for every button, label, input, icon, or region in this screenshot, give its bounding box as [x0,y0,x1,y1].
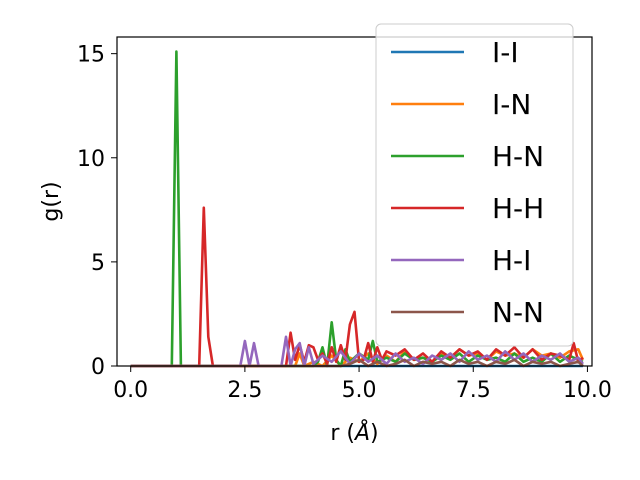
x-axis-ticks: 0.0 2.5 5.0 7.5 10.0 [113,366,612,403]
legend-label-h-h: H-H [492,192,544,225]
legend-label-n-n: N-N [492,296,544,329]
y-axis-ticks: 0 5 10 15 [77,43,117,380]
legend-label-i-n: I-N [492,88,531,121]
y-tick-label: 10 [77,147,105,172]
legend-label-i-i: I-I [492,36,519,69]
series-line-h-n [130,50,584,368]
y-tick-label: 0 [91,355,105,380]
x-tick-label: 7.5 [456,378,491,403]
legend-label-h-n: H-N [492,140,544,173]
legend-label-h-i: H-I [492,244,531,277]
x-tick-label: 2.5 [227,378,262,403]
y-axis-label: g(r) [39,181,64,221]
x-tick-label: 0.0 [113,378,148,403]
x-tick-label: 5.0 [342,378,377,403]
y-tick-label: 15 [77,43,105,68]
axes-frame [116,36,593,367]
series-line-n-n [130,358,584,368]
legend: I-I I-N H-N H-H H-I N-N [375,23,574,347]
series-line-h-i [130,335,584,368]
series-layer [130,50,585,368]
x-axis-label: r (Å) [330,419,378,446]
x-tick-label: 10.0 [563,378,612,403]
y-tick-label: 5 [91,251,105,276]
